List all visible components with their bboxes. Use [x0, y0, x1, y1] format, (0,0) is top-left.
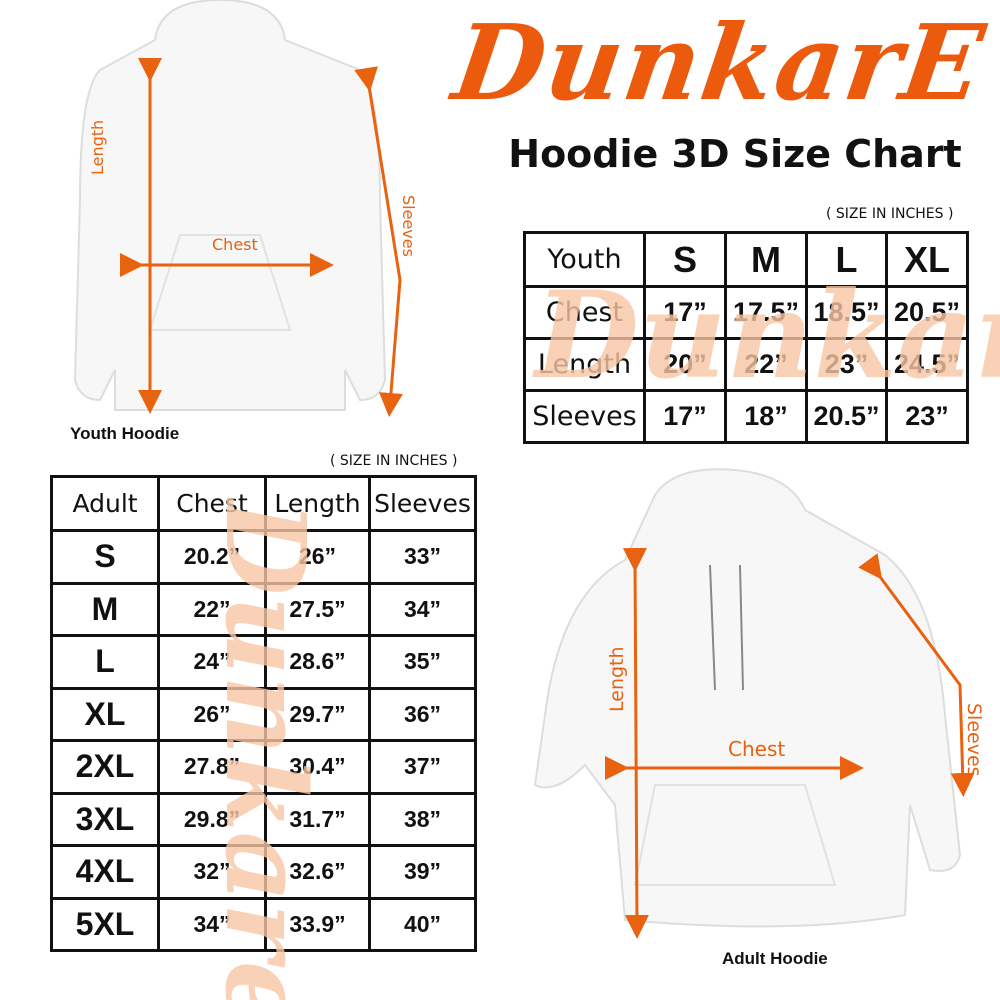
size-value: 37” — [368, 739, 477, 795]
youth-unit-note: ( SIZE IN INCHES ) — [826, 206, 954, 222]
size-value: 24.5” — [885, 337, 969, 392]
column-header: Length — [264, 475, 371, 532]
youth-hoodie-image — [73, 0, 403, 417]
size-value: 39” — [368, 844, 477, 900]
column-header: Sleeves — [368, 475, 477, 532]
sleeves-arrow — [858, 553, 975, 797]
row-label: 3XL — [50, 791, 160, 847]
adult-table-row: 4XL 32” 32.6” 39” — [50, 844, 477, 900]
size-value: 17.5” — [724, 285, 808, 340]
size-value: 18” — [724, 389, 808, 444]
adult-table-row: 2XL 27.8” 30.4” 37” — [50, 739, 477, 795]
size-value: 27.8” — [157, 739, 267, 795]
size-value: 28.6” — [264, 634, 371, 690]
adult-unit-note: ( SIZE IN INCHES ) — [330, 453, 458, 469]
size-value: 30.4” — [264, 739, 371, 795]
size-value: 20.5” — [885, 285, 969, 340]
adult-hoodie-image — [533, 468, 975, 939]
column-header: Chest — [157, 475, 267, 532]
youth-table-row: Length 20” 22” 23” 24.5” — [523, 337, 969, 392]
length-arrow — [622, 547, 649, 939]
row-label: 4XL — [50, 844, 160, 900]
size-value: 29.8” — [157, 791, 267, 847]
row-label: XL — [50, 686, 160, 742]
sleeves-arrow — [354, 66, 403, 417]
column-header: M — [724, 231, 808, 288]
youth-chest-label: Chest — [212, 235, 258, 254]
adult-table-row: XL 26” 29.7” 36” — [50, 686, 477, 742]
size-value: 22” — [157, 581, 267, 637]
column-header: Adult — [50, 475, 160, 532]
youth-table-row: Chest 17” 17.5” 18.5” 20.5” — [523, 285, 969, 340]
row-label: 5XL — [50, 896, 160, 952]
adult-caption: Adult Hoodie — [722, 949, 828, 968]
youth-table-row: Sleeves 17” 18” 20.5” 23” — [523, 389, 969, 444]
adult-sleeves-label: Sleeves — [963, 703, 985, 777]
adult-table-row: S 20.2” 26” 33” — [50, 529, 477, 585]
size-value: 32” — [157, 844, 267, 900]
adult-table-row: L 24” 28.6” 35” — [50, 634, 477, 690]
adult-length-label: Length — [606, 646, 628, 712]
size-value: 23” — [805, 337, 888, 392]
adult-chest-label: Chest — [728, 737, 786, 761]
adult-header-row: Adult Chest Length Sleeves — [50, 475, 477, 532]
row-label: Sleeves — [523, 389, 646, 444]
adult-table-row: 3XL 29.8” 31.7” 38” — [50, 791, 477, 847]
size-value: 34” — [368, 581, 477, 637]
youth-length-label: Length — [88, 119, 107, 175]
size-value: 17” — [643, 389, 727, 444]
size-value: 33.9” — [264, 896, 371, 952]
youth-header-row: Youth S M L XL — [523, 231, 969, 288]
size-value: 20.5” — [805, 389, 888, 444]
row-label: S — [50, 529, 160, 585]
column-header: XL — [885, 231, 969, 288]
size-value: 22” — [724, 337, 808, 392]
row-label: Chest — [523, 285, 646, 340]
size-value: 26” — [157, 686, 267, 742]
adult-table-row: M 22” 27.5” 34” — [50, 581, 477, 637]
size-value: 31.7” — [264, 791, 371, 847]
youth-caption: Youth Hoodie — [70, 424, 180, 443]
size-value: 38” — [368, 791, 477, 847]
size-value: 32.6” — [264, 844, 371, 900]
youth-sleeves-label: Sleeves — [399, 195, 418, 257]
youth-size-table: Youth S M L XL Chest 17” 17.5” 18.5” 20.5” Length 2… — [523, 231, 969, 444]
adult-size-table: Adult Chest Length Sleeves S 20.2” 26” 33” M 22” 2… — [50, 475, 477, 952]
row-label: 2XL — [50, 739, 160, 795]
size-value: 26” — [264, 529, 371, 585]
adult-table-row: 5XL 34” 33.9” 40” — [50, 896, 477, 952]
column-header: L — [805, 231, 888, 288]
size-value: 24” — [157, 634, 267, 690]
size-value: 27.5” — [264, 581, 371, 637]
size-value: 17” — [643, 285, 727, 340]
column-header: Youth — [523, 231, 646, 288]
size-value: 23” — [885, 389, 969, 444]
size-value: 36” — [368, 686, 477, 742]
brand-logo: DunkarE — [446, 1, 993, 124]
size-value: 18.5” — [805, 285, 888, 340]
size-value: 35” — [368, 634, 477, 690]
page-title: Hoodie 3D Size Chart — [508, 132, 962, 176]
row-label: M — [50, 581, 160, 637]
row-label: L — [50, 634, 160, 690]
size-value: 20.2” — [157, 529, 267, 585]
size-value: 29.7” — [264, 686, 371, 742]
size-value: 20” — [643, 337, 727, 392]
size-value: 40” — [368, 896, 477, 952]
row-label: Length — [523, 337, 646, 392]
column-header: S — [643, 231, 727, 288]
size-value: 33” — [368, 529, 477, 585]
size-value: 34” — [157, 896, 267, 952]
